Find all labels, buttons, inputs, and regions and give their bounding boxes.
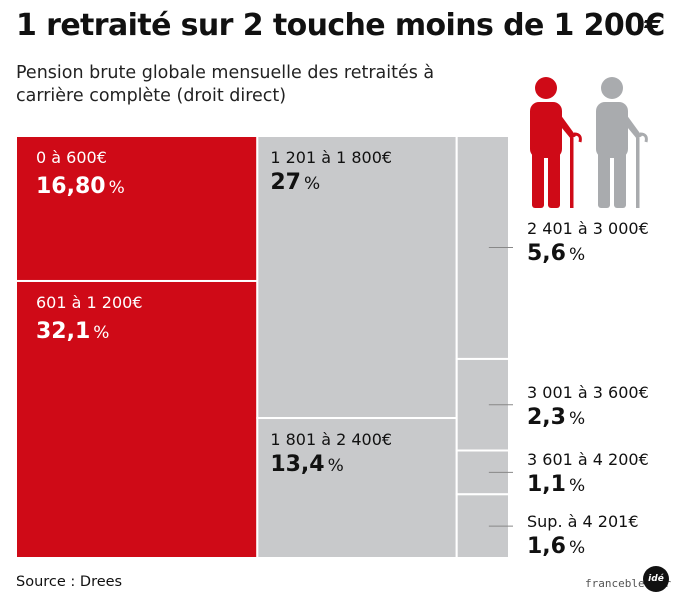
chart-subtitle: Pension brute globale mensuelle des retr…	[16, 63, 435, 106]
treemap-label-sup-a-4-201: Sup. à 4 201€ 1,6%	[527, 512, 639, 563]
treemap-label-2-401-a-3-000: 2 401 à 3 000€ 5,6%	[527, 219, 649, 270]
treemap-cell-1-201-a-1-800	[256, 135, 458, 420]
unit-label: %	[568, 245, 586, 266]
person-with-cane-grey-icon	[596, 77, 648, 208]
unit-label: %	[568, 476, 586, 497]
category-label: 2 401 à 3 000€	[527, 219, 649, 239]
value-label: 1,6%	[527, 534, 586, 560]
value-label: 1,1%	[527, 472, 586, 498]
treemap-cell-1-801-a-2-400	[256, 417, 458, 559]
treemap-cell-2-401-a-3-000	[455, 135, 511, 360]
value-label: 5,6%	[527, 241, 586, 267]
pictogram	[530, 77, 648, 208]
chart-title: 1 retraité sur 2 touche moins de 1 200€	[16, 8, 665, 43]
source-note: Source : Drees	[16, 574, 123, 590]
treemap-cell-sup-a-4-201	[455, 493, 511, 559]
treemap-cell-0-a-600	[15, 135, 259, 282]
value-label: 2,3%	[527, 404, 586, 430]
category-label: 3 601 à 4 200€	[527, 450, 649, 470]
treemap-cell-601-a-1-200	[15, 279, 259, 559]
category-label: Sup. à 4 201€	[527, 512, 639, 532]
treemap-cell-3-001-a-3-600	[455, 357, 511, 452]
treemap-label-3-601-a-4-200: 3 601 à 4 200€ 1,1%	[527, 450, 649, 501]
treemap-label-3-001-a-3-600: 3 001 à 3 600€ 2,3%	[527, 383, 649, 434]
category-label: 3 001 à 3 600€	[527, 382, 649, 402]
treemap-cell-3-601-a-4-200	[455, 449, 511, 496]
logo-badge: idé	[643, 566, 669, 592]
unit-label: %	[568, 538, 586, 559]
person-with-cane-red-icon	[530, 77, 582, 208]
unit-label: %	[568, 408, 586, 429]
